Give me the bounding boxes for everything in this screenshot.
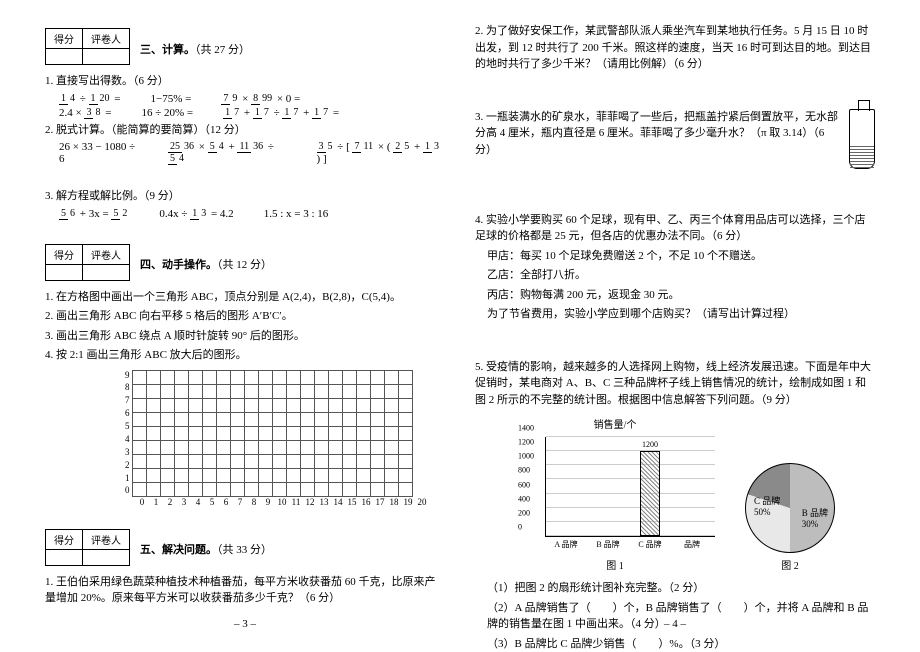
expr: 1.5 : x = 3 : 16 <box>264 208 329 220</box>
s5-q4-a: 甲店：每买 10 个足球免费赠送 2 个，不足 10 个不赠送。 <box>475 248 875 265</box>
expr: 56 + 3x = 52 <box>59 208 129 220</box>
page-number-4: – 4 – <box>664 618 686 630</box>
s4-q1: 1. 在方格图中画出一个三角形 ABC，顶点分别是 A(2,4)，B(2,8)，… <box>45 289 445 306</box>
s3-q2-row: 26 × 33 − 1080 ÷ 6 2536 × 54 + 1136 ÷ 54… <box>59 141 445 165</box>
s4-q2: 2. 画出三角形 ABC 向右平移 5 格后的图形 A′B′C′。 <box>45 308 445 325</box>
s5-q4-b: 乙店：全部打八折。 <box>475 267 875 284</box>
s5-q3: 3. 一瓶装满水的矿泉水，菲菲喝了一些后，把瓶盖拧紧后倒置放平，无水部分高 4 … <box>475 109 875 159</box>
s5-q5-sub3: （3）B 品牌比 C 品牌少销售（ ）%。（3 分） <box>475 636 875 652</box>
section3-header: 得分评卷人 三、计算。（共 27 分） <box>45 28 445 69</box>
expr: 2.4 × 38 = <box>59 107 111 119</box>
expr: 1−75% = <box>151 93 192 105</box>
s5-q4-stem: 4. 实验小学要购买 60 个足球，现有甲、乙、丙三个体育用品店可以选择，三个店… <box>475 212 875 245</box>
section3-title: 三、计算。 <box>140 44 195 56</box>
section4-title: 四、动手操作。 <box>140 259 217 271</box>
grid-table <box>132 370 413 497</box>
s3-q1-row2: 2.4 × 38 = 16 ÷ 20% = 17 + 17 ÷ 17 + 17 … <box>59 107 445 119</box>
coordinate-grid: 0123456789 01234567891011121314151617181… <box>125 370 445 507</box>
score-label: 得分 <box>46 29 83 49</box>
s5-q1: 1. 王伯伯采用绿色蔬菜种植技术种植番茄，每平方米收获番茄 60 千克，比原来产… <box>45 574 445 607</box>
expr: 16 ÷ 20% = <box>141 107 193 119</box>
page-number-3: – 3 – <box>234 618 256 630</box>
expr: 17 + 17 ÷ 17 + 17 = <box>223 107 339 119</box>
s5-q3-text: 3. 一瓶装满水的矿泉水，菲菲喝了一些后，把瓶盖拧紧后倒置放平，无水部分高 4 … <box>475 111 838 156</box>
s3-q2: 2. 脱式计算。（能简算的要简算）（12 分） <box>45 122 445 139</box>
expr: 26 × 33 − 1080 ÷ 6 <box>59 141 138 165</box>
s5-q5-stem: 5. 受疫情的影响，越来越多的人选择网上购物，线上经济发展迅速。下面是年中大促销… <box>475 359 875 409</box>
grader-label: 评卷人 <box>83 29 130 49</box>
s3-q3: 3. 解方程或解比例。（9 分） <box>45 188 445 205</box>
section5-header: 得分评卷人 五、解决问题。（共 33 分） <box>45 529 445 570</box>
s5-q5-sub1: （1）把图 2 的扇形统计图补充完整。（2 分） <box>475 580 875 597</box>
pie-label-b: B 品牌30% <box>802 506 828 529</box>
page-3: 得分评卷人 三、计算。（共 27 分） 1. 直接写出得数。（6 分） 14 ÷… <box>30 20 460 620</box>
section5-points: （共 33 分） <box>217 544 272 556</box>
section3-points: （共 27 分） <box>195 44 250 56</box>
x-axis: 01234567891011121314151617181920 <box>135 497 445 507</box>
section5-title: 五、解决问题。 <box>140 544 217 556</box>
fig1-caption: 图 1 <box>515 557 715 572</box>
expr: 2536 × 54 + 1136 ÷ 54 <box>168 141 287 165</box>
s5-q4-c: 丙店：购物每满 200 元，返现金 30 元。 <box>475 287 875 304</box>
charts-row: 销售量/个 0200400600800100012001400A 品牌B 品牌1… <box>515 416 875 572</box>
expr: 14 ÷ 120 = <box>59 93 121 105</box>
score-box-s3: 得分评卷人 <box>45 28 130 65</box>
s5-q2: 2. 为了做好安保工作，某武警部队派人乘坐汽车到某地执行任务。5 月 15 日 … <box>475 23 875 73</box>
s3-q3-row: 56 + 3x = 52 0.4x ÷ 13 = 4.2 1.5 : x = 3… <box>59 208 445 220</box>
expr: 0.4x ÷ 13 = 4.2 <box>159 208 233 220</box>
s4-q4: 4. 按 2:1 画出三角形 ABC 放大后的图形。 <box>45 347 445 364</box>
s5-q4-ask: 为了节省费用，实验小学应到哪个店购买？（请写出计算过程） <box>475 306 875 323</box>
section4-header: 得分评卷人 四、动手操作。（共 12 分） <box>45 244 445 285</box>
pie-label-c: C 品牌50% <box>754 494 780 517</box>
bar-plot-area: 0200400600800100012001400A 品牌B 品牌1200C 品… <box>545 437 715 537</box>
s3-q1: 1. 直接写出得数。（6 分） <box>45 73 445 90</box>
bar-chart-wrap: 销售量/个 0200400600800100012001400A 品牌B 品牌1… <box>515 416 715 572</box>
fig2-caption: 图 2 <box>745 557 835 572</box>
section4-points: （共 12 分） <box>217 259 272 271</box>
pie-chart: C 品牌50% B 品牌30% <box>745 463 835 553</box>
bar-chart: 0200400600800100012001400A 品牌B 品牌1200C 品… <box>515 433 715 553</box>
s4-q3: 3. 画出三角形 ABC 绕点 A 顺时针旋转 90° 后的图形。 <box>45 328 445 345</box>
expr: 35 ÷ [ 711 × ( 25 + 13 ) ] <box>317 141 445 165</box>
s3-q1-row1: 14 ÷ 120 = 1−75% = 79 × 899 × 0 = <box>59 93 445 105</box>
score-box-s5: 得分评卷人 <box>45 529 130 566</box>
page-4: 2. 为了做好安保工作，某武警部队派人乘坐汽车到某地执行任务。5 月 15 日 … <box>460 20 890 620</box>
pie-chart-wrap: C 品牌50% B 品牌30% 图 2 <box>745 463 835 572</box>
y-axis: 0123456789 <box>125 370 130 496</box>
expr: 79 × 899 × 0 = <box>221 93 300 105</box>
bar-chart-title: 销售量/个 <box>515 416 715 431</box>
bottle-icon <box>849 109 875 169</box>
score-box-s4: 得分评卷人 <box>45 244 130 281</box>
